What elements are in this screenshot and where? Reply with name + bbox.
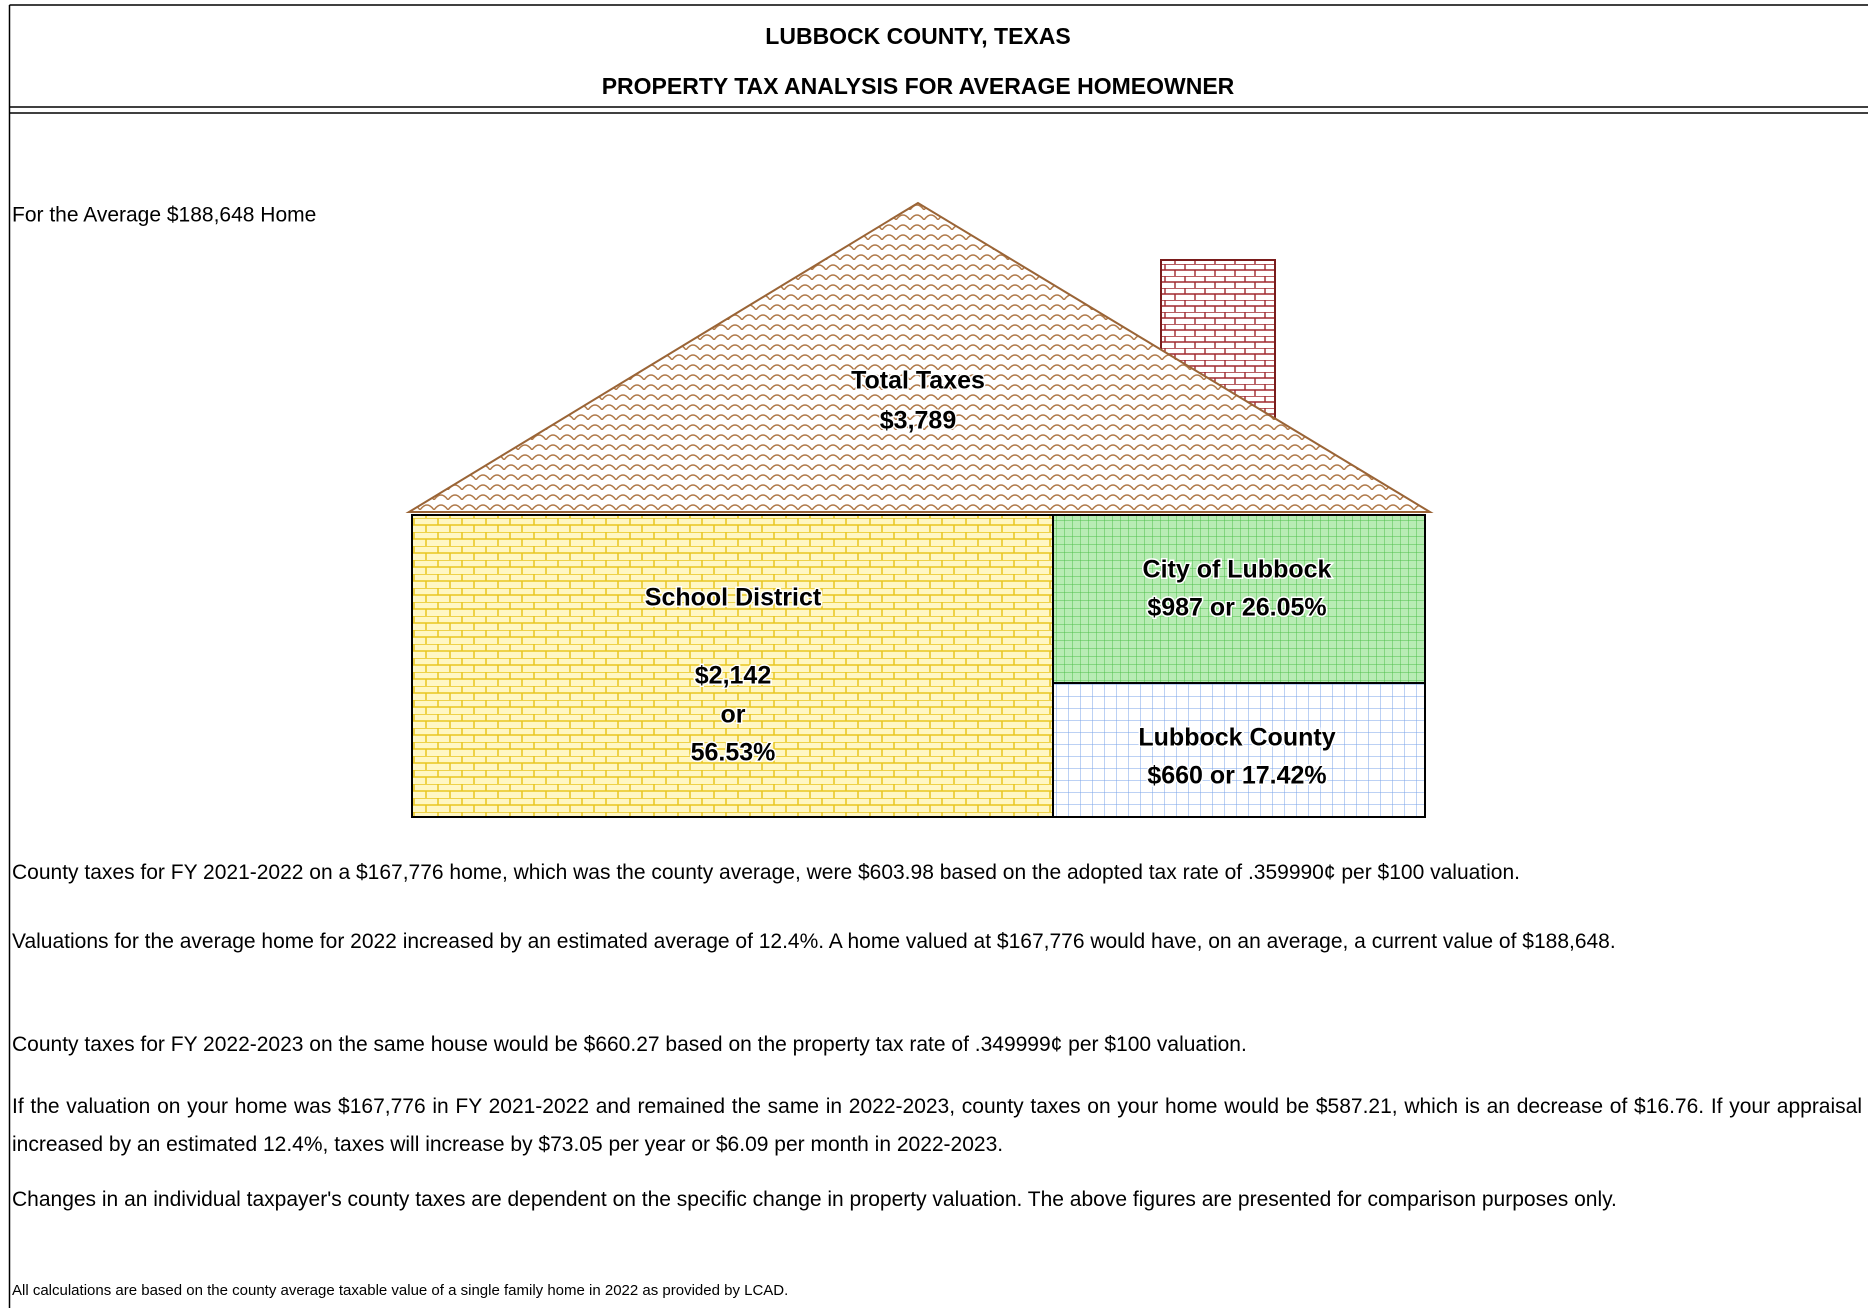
caption: For the Average $188,648 Home — [12, 204, 316, 227]
school-amount: $2,142 — [695, 662, 771, 690]
paragraph: County taxes for FY 2021-2022 on a $167,… — [12, 854, 1862, 892]
school-joiner: or — [721, 701, 746, 729]
school-label: School District — [645, 584, 822, 612]
paragraph: Valuations for the average home for 2022… — [12, 923, 1862, 961]
paragraph: If the valuation on your home was $167,7… — [12, 1088, 1862, 1164]
roof-amount: $3,789 — [880, 407, 956, 435]
city-label: City of Lubbock — [1143, 556, 1332, 584]
roof-label: Total Taxes — [851, 367, 985, 395]
county-label: Lubbock County — [1138, 724, 1335, 752]
paragraph: County taxes for FY 2022-2023 on the sam… — [12, 1026, 1862, 1064]
subtitle: PROPERTY TAX ANALYSIS FOR AVERAGE HOMEOW… — [602, 73, 1235, 99]
paragraph: Changes in an individual taxpayer's coun… — [12, 1181, 1862, 1219]
county-amount: $660 or 17.42% — [1147, 762, 1326, 790]
roof — [409, 203, 1430, 512]
school-share: 56.53% — [691, 739, 776, 767]
footnote: All calculations are based on the county… — [12, 1282, 788, 1299]
city-amount: $987 or 26.05% — [1147, 594, 1326, 622]
title: LUBBOCK COUNTY, TEXAS — [765, 23, 1070, 49]
page: LUBBOCK COUNTY, TEXAS PROPERTY TAX ANALY… — [0, 0, 1868, 1308]
